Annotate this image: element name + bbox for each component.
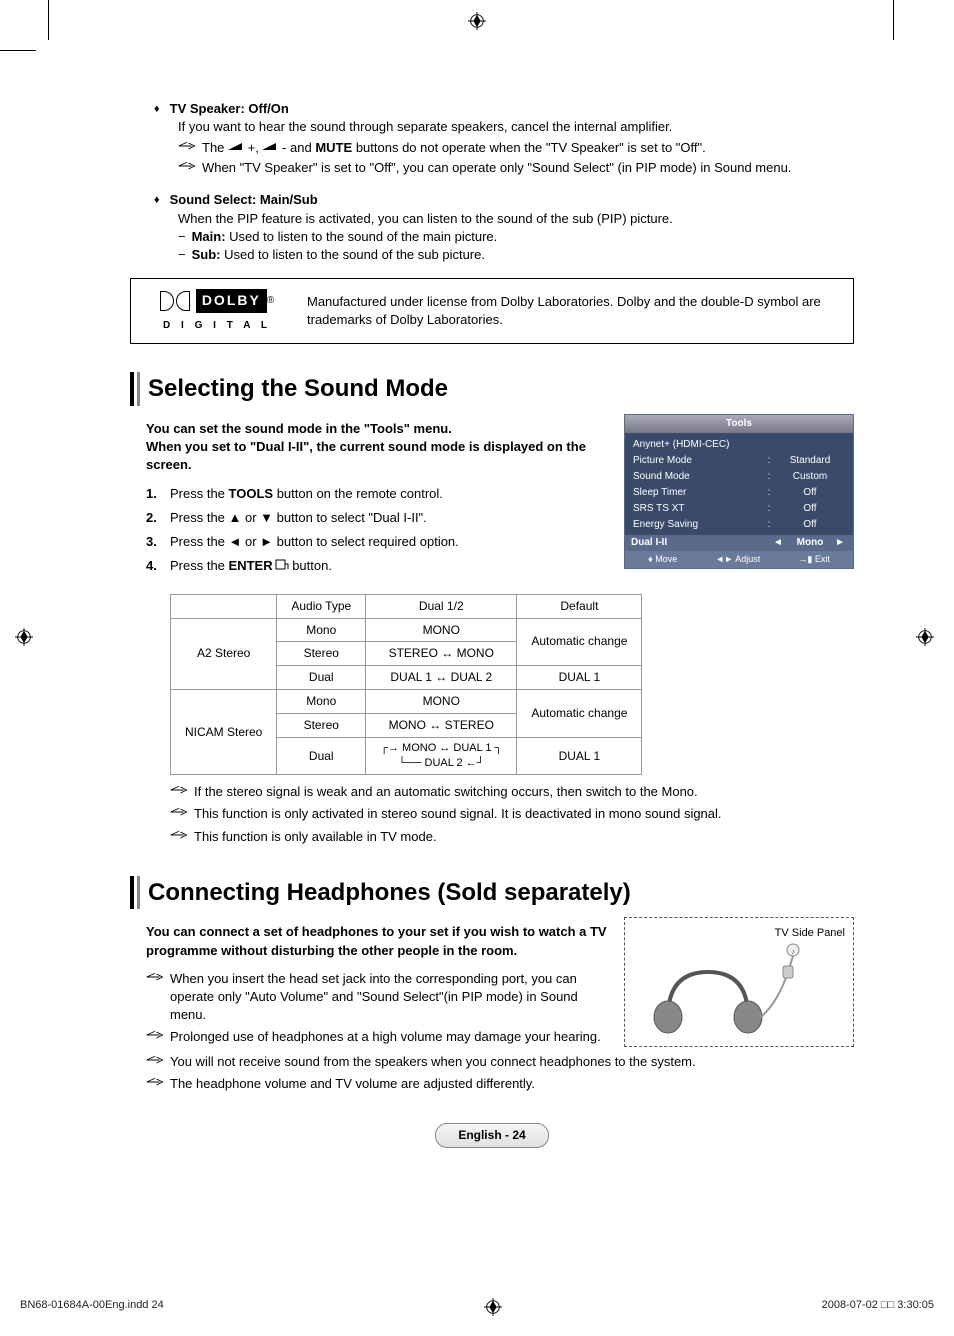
tv-speaker-note2: When "TV Speaker" is set to "Off", you c… [202,159,791,177]
note-arrow-icon [178,159,196,177]
step3: Press the ◄ or ► button to select requir… [170,533,459,551]
tools-footer: ♦ Move ◄► Adjust →▮ Exit [625,551,853,568]
section-connecting-headphones: Connecting Headphones (Sold separately) … [130,876,854,1093]
note-text: When you insert the head set jack into t… [170,970,612,1025]
tv-speaker-title: TV Speaker: Off/On [170,101,289,116]
section2-intro: You can connect a set of headphones to y… [146,923,612,959]
tools-row-anynet: Anynet+ (HDMI-CEC) [633,438,845,452]
sub-label: Sub: [192,247,221,262]
note-text: If the stereo signal is weak and an auto… [194,783,698,801]
section1-heading: Selecting the Sound Mode [148,372,448,406]
note-text: This function is only available in TV mo… [194,828,437,846]
volume-icon [228,139,244,157]
section-selecting-sound-mode: Selecting the Sound Mode You can set the… [130,372,854,846]
panel-label: TV Side Panel [633,926,845,941]
sound-select-desc: When the PIP feature is activated, you c… [130,210,854,228]
dolby-text: Manufactured under license from Dolby La… [287,293,837,329]
note-text: Prolonged use of headphones at a high vo… [170,1028,601,1046]
note-text: You will not receive sound from the spea… [170,1053,696,1071]
volume-icon [262,139,278,157]
tv-speaker-desc: If you want to hear the sound through se… [130,118,854,136]
note-text: The headphone volume and TV volume are a… [170,1075,535,1093]
step2: Press the ▲ or ▼ button to select "Dual … [170,509,427,527]
tools-header: Tools [625,415,853,433]
tv-speaker-item: TV Speaker: Off/On If you want to hear t… [130,100,854,177]
print-footer: BN68-01684A-00Eng.indd 24 2008-07-02 □□ … [0,1298,954,1336]
note-arrow-icon [170,805,188,823]
audio-type-table: Audio TypeDual 1/2Default A2 StereoMonoM… [170,594,642,776]
sound-select-title: Sound Select: Main/Sub [170,192,318,207]
note-arrow-icon [170,828,188,846]
dolby-logo: DOLBY ® D I G I T A L [147,289,287,333]
enter-icon [275,558,289,576]
main-label: Main: [192,229,226,244]
headphone-panel-diagram: TV Side Panel ♪ [624,917,854,1047]
step4: Press the ENTER button. [170,557,332,576]
note-arrow-icon [146,1053,164,1071]
tv-speaker-note1: The +, - and MUTE buttons do not operate… [202,139,706,158]
tools-selected-row: Dual I-II◄Mono► [625,535,853,551]
note-arrow-icon [170,783,188,801]
note-arrow-icon [178,139,196,157]
dolby-box: DOLBY ® D I G I T A L Manufactured under… [130,278,854,344]
note-arrow-icon [146,970,164,988]
page-footer: English - 24 [130,1123,854,1148]
headphones-icon: ♪ [633,942,833,1034]
step1: Press the TOOLS button on the remote con… [170,485,443,503]
svg-text:♪: ♪ [791,947,795,956]
registration-mark-icon [484,1298,502,1316]
tools-menu: Tools Anynet+ (HDMI-CEC) Picture Mode:St… [624,414,854,569]
note-arrow-icon [146,1075,164,1093]
sound-select-item: Sound Select: Main/Sub When the PIP feat… [130,191,854,264]
note-arrow-icon [146,1028,164,1046]
note-text: This function is only activated in stere… [194,805,722,823]
section2-heading: Connecting Headphones (Sold separately) [148,876,631,910]
section1-intro: You can set the sound mode in the "Tools… [146,420,612,475]
